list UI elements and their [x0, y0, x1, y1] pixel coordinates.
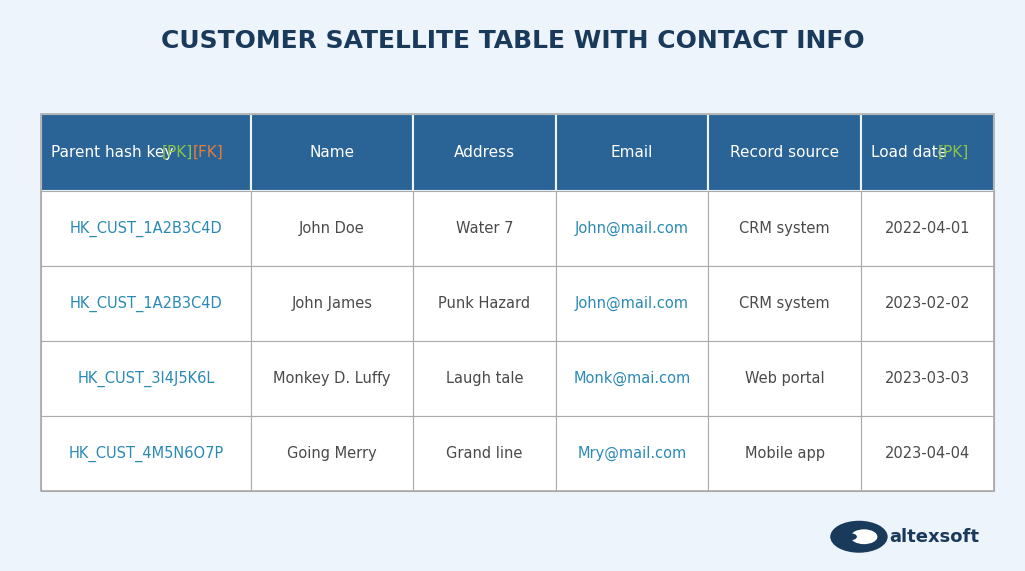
FancyBboxPatch shape [556, 341, 708, 416]
Text: Name: Name [310, 145, 355, 160]
Text: altexsoft: altexsoft [889, 528, 979, 546]
FancyBboxPatch shape [861, 416, 994, 491]
FancyBboxPatch shape [708, 341, 861, 416]
Text: CRM system: CRM system [739, 221, 830, 236]
FancyBboxPatch shape [251, 266, 413, 341]
Text: John@mail.com: John@mail.com [575, 221, 689, 236]
Text: CUSTOMER SATELLITE TABLE WITH CONTACT INFO: CUSTOMER SATELLITE TABLE WITH CONTACT IN… [161, 29, 864, 53]
Text: Email: Email [611, 145, 653, 160]
FancyBboxPatch shape [251, 114, 413, 191]
Text: 2023-02-02: 2023-02-02 [885, 296, 971, 311]
Text: John James: John James [291, 296, 372, 311]
FancyBboxPatch shape [708, 191, 861, 266]
FancyBboxPatch shape [861, 266, 994, 341]
FancyBboxPatch shape [251, 341, 413, 416]
Text: Grand line: Grand line [446, 446, 523, 461]
FancyBboxPatch shape [41, 341, 251, 416]
Text: John@mail.com: John@mail.com [575, 296, 689, 311]
Text: HK_CUST_3I4J5K6L: HK_CUST_3I4J5K6L [77, 371, 214, 387]
Text: [FK]: [FK] [193, 145, 223, 160]
Text: Mobile app: Mobile app [744, 446, 824, 461]
FancyBboxPatch shape [861, 341, 994, 416]
Text: Laugh tale: Laugh tale [446, 371, 523, 386]
FancyBboxPatch shape [413, 341, 556, 416]
FancyBboxPatch shape [413, 114, 556, 191]
Text: 2022-04-01: 2022-04-01 [885, 221, 971, 236]
Text: Water 7: Water 7 [455, 221, 512, 236]
Text: Parent hash key: Parent hash key [51, 145, 178, 160]
FancyBboxPatch shape [251, 191, 413, 266]
FancyBboxPatch shape [556, 191, 708, 266]
FancyBboxPatch shape [861, 191, 994, 266]
FancyBboxPatch shape [41, 266, 251, 341]
FancyBboxPatch shape [251, 416, 413, 491]
FancyBboxPatch shape [556, 416, 708, 491]
FancyBboxPatch shape [708, 266, 861, 341]
Circle shape [851, 529, 877, 544]
Text: Address: Address [454, 145, 515, 160]
Text: Load date: Load date [871, 145, 952, 160]
Text: Mry@mail.com: Mry@mail.com [577, 446, 687, 461]
Text: 2023-04-04: 2023-04-04 [885, 446, 970, 461]
Circle shape [830, 521, 888, 553]
FancyBboxPatch shape [413, 266, 556, 341]
FancyBboxPatch shape [861, 114, 994, 191]
Text: John Doe: John Doe [299, 221, 365, 236]
FancyBboxPatch shape [556, 114, 708, 191]
Text: [PK]: [PK] [162, 145, 193, 160]
Text: Web portal: Web portal [745, 371, 824, 386]
Text: Going Merry: Going Merry [287, 446, 376, 461]
FancyBboxPatch shape [41, 191, 251, 266]
Text: Punk Hazard: Punk Hazard [439, 296, 530, 311]
Circle shape [845, 533, 857, 540]
FancyBboxPatch shape [708, 416, 861, 491]
FancyBboxPatch shape [556, 266, 708, 341]
FancyBboxPatch shape [41, 416, 251, 491]
FancyBboxPatch shape [413, 416, 556, 491]
Text: Monkey D. Luffy: Monkey D. Luffy [273, 371, 391, 386]
Text: HK_CUST_1A2B3C4D: HK_CUST_1A2B3C4D [70, 296, 222, 312]
FancyBboxPatch shape [413, 191, 556, 266]
Text: Monk@mai.com: Monk@mai.com [573, 371, 691, 386]
FancyBboxPatch shape [41, 114, 251, 191]
Text: 2023-03-03: 2023-03-03 [885, 371, 970, 386]
Text: [PK]: [PK] [938, 145, 969, 160]
Text: CRM system: CRM system [739, 296, 830, 311]
FancyBboxPatch shape [708, 114, 861, 191]
Text: Record source: Record source [730, 145, 839, 160]
Text: HK_CUST_1A2B3C4D: HK_CUST_1A2B3C4D [70, 220, 222, 237]
Text: HK_CUST_4M5N6O7P: HK_CUST_4M5N6O7P [69, 445, 223, 462]
